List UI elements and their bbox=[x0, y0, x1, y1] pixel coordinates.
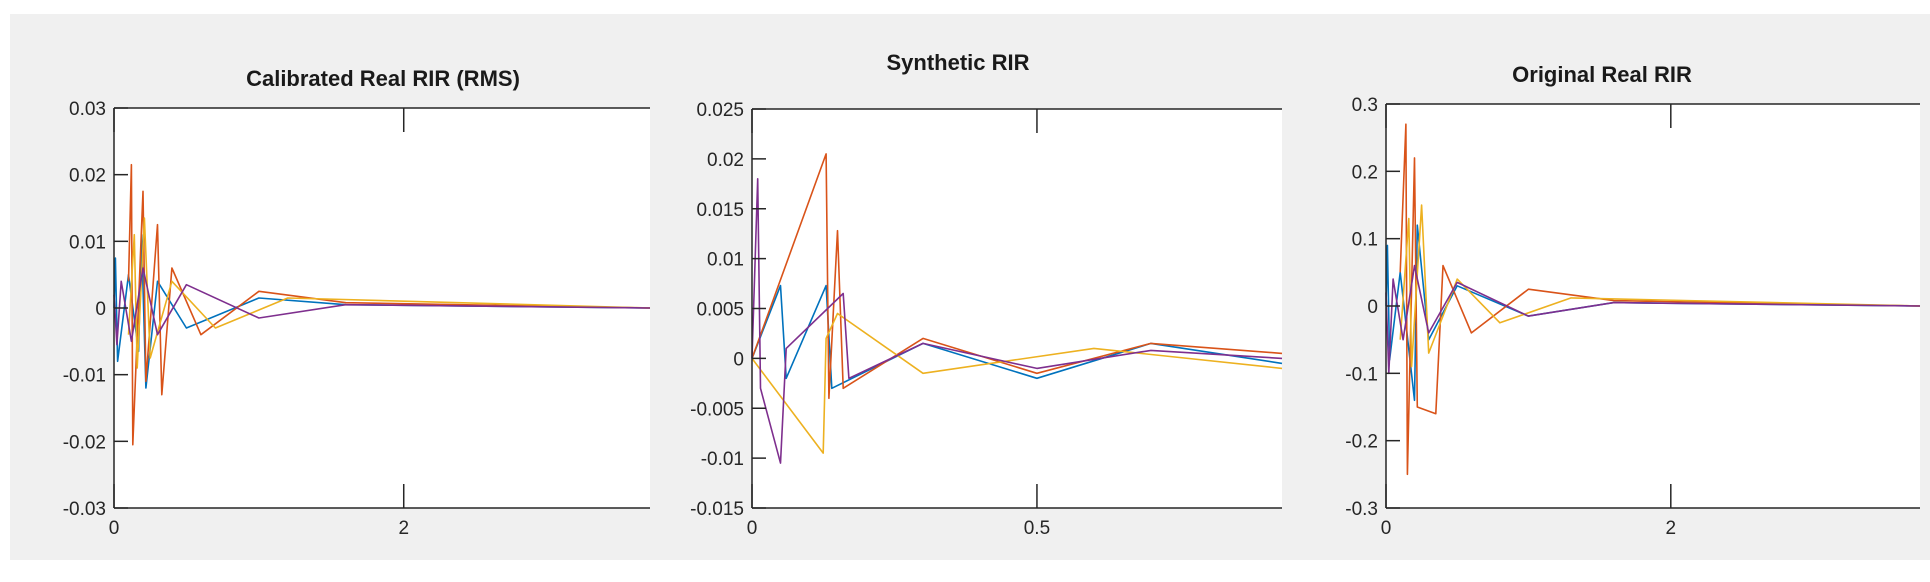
chart-3-ytick-label: -0.2 bbox=[1345, 432, 1378, 453]
chart-2-series-3 bbox=[751, 312, 1283, 454]
chart-2-ytick-label: 0.025 bbox=[696, 100, 744, 121]
chart-2-ytick-label: -0.01 bbox=[701, 449, 744, 470]
chart-3-ytick-label: 0.2 bbox=[1352, 162, 1378, 183]
chart-3: Original Real RIR -0.3 -0.2 -0.1 0 0.1 0.2 0.3… bbox=[1345, 62, 1921, 539]
chart-3-xtick-label: 0 bbox=[1381, 518, 1392, 539]
chart-1-xtick-label: 0 bbox=[109, 518, 120, 539]
chart-3-xtick-label: 2 bbox=[1666, 518, 1677, 539]
chart-1-ytick-label: 0.03 bbox=[69, 99, 106, 120]
chart-1-series-3 bbox=[127, 217, 651, 369]
chart-3-title: Original Real RIR bbox=[1512, 62, 1692, 87]
chart-2-ytick-label: 0.005 bbox=[696, 300, 744, 321]
chart-2-ytick-label: -0.005 bbox=[690, 399, 744, 420]
chart-1-ytick-label: 0 bbox=[95, 299, 106, 320]
chart-2-xtick-label: 0.5 bbox=[1024, 518, 1050, 539]
chart-2-series-4 bbox=[751, 178, 1283, 464]
chart-3-series-4 bbox=[1385, 264, 1921, 375]
chart-1-ytick-label: 0.01 bbox=[69, 232, 106, 253]
chart-3-series-3 bbox=[1399, 204, 1921, 368]
chart-1-ytick-label: -0.01 bbox=[63, 366, 106, 387]
chart-2-ytick-label: -0.015 bbox=[690, 499, 744, 520]
chart-2-ytick-label: 0.01 bbox=[707, 250, 744, 271]
chart-3-ytick-label: -0.1 bbox=[1345, 364, 1378, 385]
chart-3-ytick-label: -0.3 bbox=[1345, 499, 1378, 520]
chart-2-series-1 bbox=[751, 284, 1283, 390]
chart-2-plot-area bbox=[752, 109, 1282, 508]
chart-2: Synthetic RIR -0.015 -0.01 -0.005 0 0.005 0.0… bbox=[690, 50, 1283, 539]
chart-2-ytick-label: 0.015 bbox=[696, 200, 744, 221]
chart-1: Calibrated Real RIR (RMS) -0.03 -0.02 -0.0… bbox=[63, 66, 651, 539]
chart-2-ytick-label: 0.02 bbox=[707, 150, 744, 171]
chart-2-xtick-label: 0 bbox=[747, 518, 758, 539]
chart-2-ytick-label: 0 bbox=[733, 349, 744, 370]
chart-1-series-4 bbox=[113, 267, 651, 346]
chart-2-series-2 bbox=[751, 153, 1283, 400]
chart-1-xtick-label: 2 bbox=[398, 518, 409, 539]
chart-1-ytick-label: 0.02 bbox=[69, 166, 106, 187]
chart-3-ytick-label: 0.1 bbox=[1352, 230, 1378, 251]
chart-1-title: Calibrated Real RIR (RMS) bbox=[246, 66, 520, 91]
chart-3-series-2 bbox=[1399, 123, 1921, 476]
chart-1-series-2 bbox=[127, 163, 651, 446]
chart-3-plot-area bbox=[1386, 104, 1920, 508]
chart-3-ytick-label: 0.3 bbox=[1352, 95, 1378, 116]
chart-1-plot-area bbox=[114, 108, 650, 508]
chart-2-title: Synthetic RIR bbox=[886, 50, 1029, 75]
chart-1-ytick-label: -0.02 bbox=[63, 432, 106, 453]
chart-3-ytick-label: 0 bbox=[1367, 297, 1378, 318]
chart-1-ytick-label: -0.03 bbox=[63, 499, 106, 520]
